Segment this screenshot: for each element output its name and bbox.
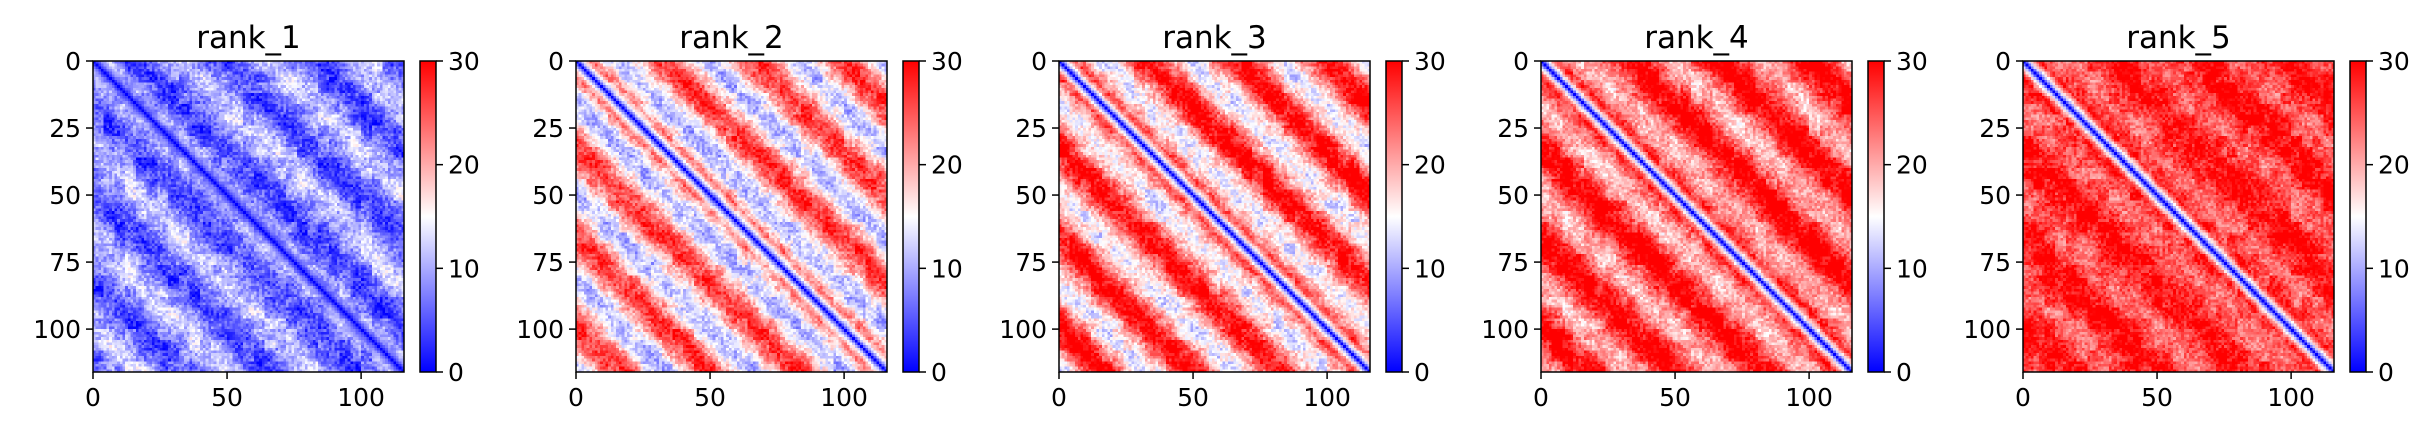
x-tick-label: 100 [2267, 383, 2315, 412]
colorbar-tick-label: 0 [1896, 358, 1912, 387]
heatmap-image [1541, 61, 1852, 372]
x-tick-label: 50 [211, 383, 243, 412]
colorbar-tick-label: 10 [2378, 254, 2410, 283]
y-tick-label: 100 [33, 315, 81, 344]
y-tick-label: 25 [1497, 114, 1529, 143]
x-tick-label: 100 [337, 383, 385, 412]
x-tick-label: 0 [1533, 383, 1549, 412]
subplot-title: rank_1 [196, 20, 301, 56]
colorbar-tick-label: 0 [1414, 358, 1430, 387]
subplot-3: rank_3 0 50 100 0 25 50 75 100 0 10 20 30 [999, 20, 1446, 412]
colorbar-tick-label: 30 [448, 47, 480, 76]
colorbar [1385, 60, 1403, 373]
colorbar-tick-label: 30 [1414, 47, 1446, 76]
y-tick-label: 100 [999, 315, 1047, 344]
colorbar-tick-label: 0 [448, 358, 464, 387]
x-tick-label: 50 [2141, 383, 2173, 412]
colorbar-tick-label: 30 [931, 47, 963, 76]
y-tick-label: 0 [1513, 47, 1529, 76]
y-tick-label: 75 [49, 248, 81, 277]
colorbar-tick-label: 30 [2378, 47, 2410, 76]
heatmap-image [1059, 61, 1370, 372]
x-tick-label: 0 [85, 383, 101, 412]
subplot-title: rank_4 [1644, 20, 1749, 56]
y-tick-label: 75 [532, 248, 564, 277]
colorbar-tick-label: 10 [931, 254, 963, 283]
colorbar-tick-label: 20 [931, 151, 963, 180]
y-tick-label: 25 [49, 114, 81, 143]
x-tick-label: 100 [1303, 383, 1351, 412]
y-tick-label: 75 [1497, 248, 1529, 277]
subplot-title: rank_5 [2126, 20, 2231, 56]
y-tick-label: 25 [1979, 114, 2011, 143]
colorbar [902, 60, 920, 373]
colorbar-tick-label: 20 [448, 151, 480, 180]
x-tick-label: 50 [1177, 383, 1209, 412]
x-tick-label: 50 [1659, 383, 1691, 412]
plot-frame [92, 60, 405, 373]
colorbar [1867, 60, 1885, 373]
colorbar-tick-label: 20 [1414, 151, 1446, 180]
subplot-1: rank_1 0 50 100 0 25 50 75 100 0 10 20 30 [33, 20, 480, 412]
colorbar-tick-label: 20 [2378, 151, 2410, 180]
plot-frame [1058, 60, 1371, 373]
colorbar-tick-label: 10 [1896, 254, 1928, 283]
y-tick-label: 75 [1979, 248, 2011, 277]
y-tick-label: 25 [532, 114, 564, 143]
y-tick-label: 100 [516, 315, 564, 344]
y-tick-label: 0 [1995, 47, 2011, 76]
x-tick-label: 0 [2015, 383, 2031, 412]
colorbar-tick-label: 30 [1896, 47, 1928, 76]
y-tick-label: 50 [1497, 181, 1529, 210]
y-tick-label: 25 [1015, 114, 1047, 143]
plot-frame [575, 60, 888, 373]
y-tick-label: 50 [532, 181, 564, 210]
x-tick-label: 50 [694, 383, 726, 412]
x-tick-label: 0 [568, 383, 584, 412]
colorbar-tick-label: 0 [2378, 358, 2394, 387]
colorbar-tick-label: 20 [1896, 151, 1928, 180]
subplot-title: rank_3 [1162, 20, 1267, 56]
y-tick-label: 75 [1015, 248, 1047, 277]
colorbar [419, 60, 437, 373]
y-tick-label: 0 [1031, 47, 1047, 76]
plot-frame [1540, 60, 1853, 373]
x-tick-label: 100 [1785, 383, 1833, 412]
subplot-2: rank_2 0 50 100 0 25 50 75 100 0 10 20 30 [516, 20, 963, 412]
heatmap-image [2023, 61, 2334, 372]
y-tick-label: 0 [548, 47, 564, 76]
colorbar-tick-label: 0 [931, 358, 947, 387]
y-tick-label: 50 [1015, 181, 1047, 210]
colorbar-tick-label: 10 [448, 254, 480, 283]
heatmap-image [93, 61, 404, 372]
subplot-title: rank_2 [679, 20, 784, 56]
y-tick-label: 50 [49, 181, 81, 210]
plot-frame [2022, 60, 2335, 373]
heatmap-image [576, 61, 887, 372]
y-tick-label: 100 [1963, 315, 2011, 344]
y-tick-label: 50 [1979, 181, 2011, 210]
colorbar-tick-label: 10 [1414, 254, 1446, 283]
subplot-5: rank_5 0 50 100 0 25 50 75 100 0 10 20 30 [1963, 20, 2410, 412]
x-tick-label: 100 [820, 383, 868, 412]
colorbar [2349, 60, 2367, 373]
y-tick-label: 0 [65, 47, 81, 76]
y-tick-label: 100 [1481, 315, 1529, 344]
subplot-4: rank_4 0 50 100 0 25 50 75 100 0 10 20 30 [1481, 20, 1928, 412]
x-tick-label: 0 [1051, 383, 1067, 412]
